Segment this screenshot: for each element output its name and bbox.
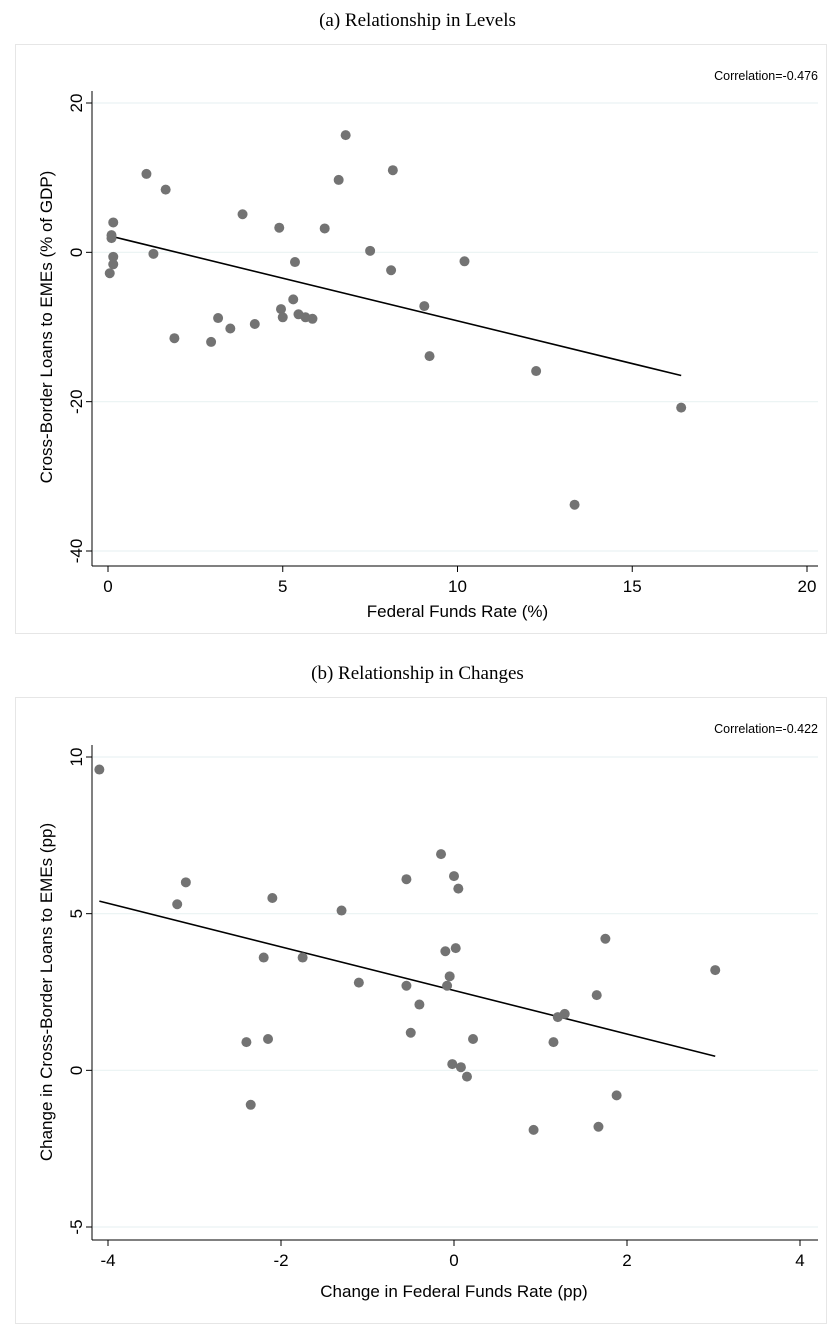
a-data-point [160, 184, 171, 195]
b-data-point [336, 905, 347, 916]
b-data-point [611, 1090, 622, 1101]
a-data-point [141, 168, 152, 179]
a-data-point [365, 245, 376, 256]
b-data-point [180, 877, 191, 888]
a-y-tick-label: -20 [67, 389, 86, 414]
a-y-tick-label: 0 [67, 248, 86, 257]
b-data-point [528, 1124, 539, 1135]
b-x-tick-label: 0 [449, 1251, 458, 1270]
a-y-axis-label: Cross-Border Loans to EMEs (% of GDP) [37, 171, 56, 484]
b-data-point [440, 946, 451, 957]
b-x-tick-label: -2 [273, 1251, 288, 1270]
a-data-point [277, 312, 288, 323]
a-data-point [213, 313, 224, 324]
panel-b-frame [15, 697, 827, 1324]
b-data-point [258, 952, 269, 963]
b-y-tick-label: 5 [67, 909, 86, 918]
a-x-tick-label: 0 [103, 577, 112, 596]
a-data-point [249, 319, 260, 330]
panel-b-title: (b) Relationship in Changes [311, 663, 524, 684]
b-data-point [593, 1121, 604, 1132]
b-data-point [447, 1059, 458, 1070]
b-data-point [453, 883, 464, 894]
a-data-point [333, 174, 344, 185]
a-data-point [340, 130, 351, 141]
b-data-point [444, 971, 455, 982]
b-data-point [94, 764, 105, 775]
a-data-point [419, 301, 430, 312]
b-data-point [559, 1008, 570, 1019]
b-data-point [405, 1027, 416, 1038]
a-data-point [531, 366, 542, 377]
a-x-axis-label: Federal Funds Rate (%) [367, 602, 548, 621]
a-correlation-annotation: Correlation=-0.476 [714, 69, 818, 83]
b-data-point [600, 933, 611, 944]
b-data-point [401, 980, 412, 991]
b-x-axis-label: Change in Federal Funds Rate (pp) [320, 1282, 587, 1301]
b-y-tick-label: 0 [67, 1066, 86, 1075]
a-data-point [148, 248, 159, 259]
b-data-point [353, 977, 364, 988]
b-data-point [263, 1034, 274, 1044]
a-data-point [108, 217, 119, 228]
b-data-point [468, 1034, 479, 1044]
b-data-point [297, 952, 308, 963]
b-data-point [414, 999, 425, 1010]
b-data-point [172, 899, 183, 910]
a-data-point [386, 265, 397, 276]
b-x-tick-label: 4 [795, 1251, 804, 1270]
b-data-point [461, 1071, 472, 1082]
a-data-point [206, 336, 217, 347]
b-data-point [450, 943, 461, 954]
a-data-point [276, 304, 287, 315]
b-fit-line [99, 900, 716, 1058]
a-data-point [424, 351, 435, 362]
b-data-point [710, 965, 721, 976]
a-data-point [274, 222, 285, 233]
a-data-point [237, 209, 248, 220]
a-data-point [169, 333, 180, 344]
a-data-point [225, 323, 236, 334]
a-x-tick-label: 5 [278, 577, 287, 596]
a-data-point [106, 230, 117, 241]
b-y-axis-label: Change in Cross-Border Loans to EMEs (pp… [37, 823, 56, 1161]
b-x-tick-label: -4 [100, 1251, 115, 1270]
b-correlation-annotation: Correlation=-0.422 [714, 722, 818, 736]
a-data-point [569, 499, 580, 510]
a-data-point [307, 313, 318, 324]
a-x-tick-label: 15 [623, 577, 642, 596]
b-data-point [245, 1099, 256, 1110]
b-data-point [455, 1062, 466, 1073]
a-data-point [108, 259, 119, 270]
b-data-point [436, 849, 447, 860]
b-data-point [241, 1037, 252, 1048]
b-y-tick-label: -5 [67, 1219, 86, 1234]
b-data-point [267, 893, 278, 903]
b-data-point [591, 990, 602, 1001]
b-data-point [449, 871, 459, 882]
b-data-point [442, 980, 453, 991]
b-x-tick-label: 2 [622, 1251, 631, 1270]
a-data-point [289, 257, 300, 268]
a-data-point [288, 294, 299, 305]
b-data-point [548, 1037, 559, 1048]
b-data-point [401, 874, 412, 885]
b-y-tick-label: 10 [67, 748, 86, 767]
a-data-point [319, 223, 330, 234]
a-data-point [104, 268, 115, 279]
a-fit-line [109, 235, 682, 377]
a-x-tick-label: 20 [798, 577, 817, 596]
panel-a-frame [15, 44, 827, 634]
a-y-tick-label: 20 [67, 94, 86, 113]
a-data-point [108, 251, 119, 262]
a-data-point [387, 165, 398, 176]
panel-a-title: (a) Relationship in Levels [319, 10, 516, 31]
a-y-tick-label: -40 [67, 539, 86, 564]
a-x-tick-label: 10 [448, 577, 467, 596]
a-data-point [676, 402, 687, 413]
a-data-point [459, 256, 470, 267]
